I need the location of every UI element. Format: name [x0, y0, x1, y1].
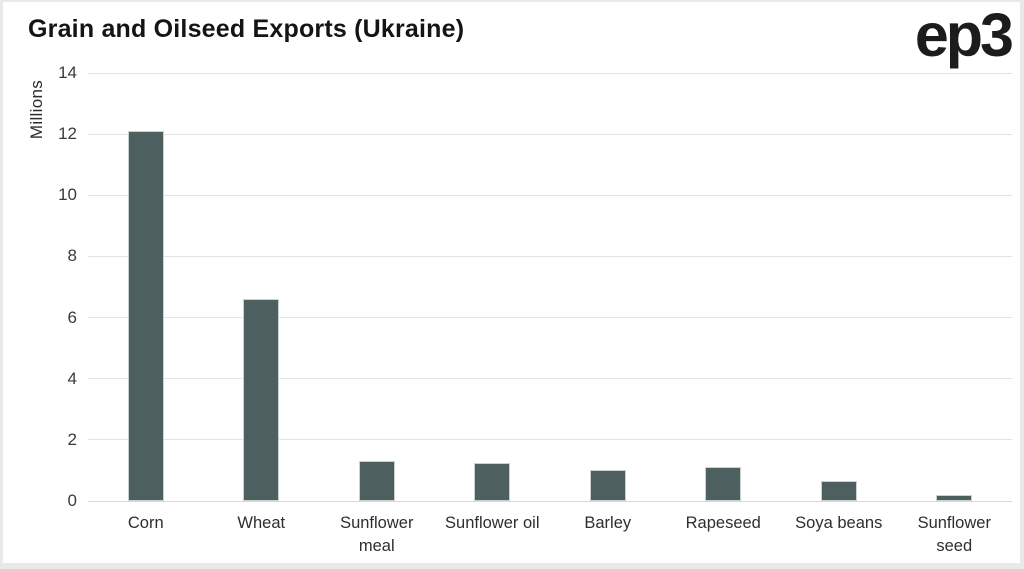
- x-axis-line: [88, 500, 1012, 502]
- x-category-label: Corn: [127, 514, 164, 532]
- x-category-label: Sunflower oil: [445, 514, 540, 532]
- bar-wheat: [243, 299, 280, 501]
- gridline: [88, 439, 1012, 441]
- gridline: [88, 378, 1012, 380]
- x-category-label: Barley: [584, 514, 632, 532]
- y-tick-label: 6: [67, 307, 77, 327]
- x-category-label: Sunflower seed: [917, 514, 991, 556]
- y-tick-label: 10: [58, 185, 77, 205]
- bar-barley: [589, 470, 626, 501]
- ep3-logo: ep3: [914, 1, 1014, 69]
- bar-corn: [127, 131, 164, 501]
- chart-card: Grain and Oilseed Exports (Ukraine) ep3 …: [3, 2, 1020, 563]
- x-category-label: Soya beans: [795, 514, 883, 532]
- bar-sunflower-meal: [358, 461, 395, 501]
- y-tick-label: 14: [58, 63, 77, 82]
- y-tick-label: 0: [67, 491, 77, 510]
- gridline: [88, 317, 1012, 319]
- gridline: [88, 255, 1012, 257]
- y-tick-label: 12: [58, 124, 77, 144]
- x-category-label: Sunflower meal: [340, 514, 414, 556]
- gridline: [88, 194, 1012, 196]
- chart-title: Grain and Oilseed Exports (Ukraine): [28, 15, 465, 43]
- y-tick-label: 2: [67, 429, 77, 449]
- plot-area: 0 2 4 6 8 10 12 14 Corn Wheat Sunflower meal Sunflow…: [58, 64, 1012, 555]
- bar-rapeseed: [705, 467, 742, 501]
- y-tick-label: 8: [67, 246, 77, 266]
- x-category-label: Wheat: [237, 514, 286, 532]
- bar-soya-beans: [820, 481, 857, 501]
- gridline: [88, 72, 1012, 74]
- bar-sunflower-oil: [474, 462, 511, 501]
- gridline: [88, 133, 1012, 135]
- bar-sunflower-seed: [936, 494, 973, 501]
- y-tick-label: 4: [67, 368, 77, 388]
- x-category-label: Rapeseed: [685, 514, 761, 532]
